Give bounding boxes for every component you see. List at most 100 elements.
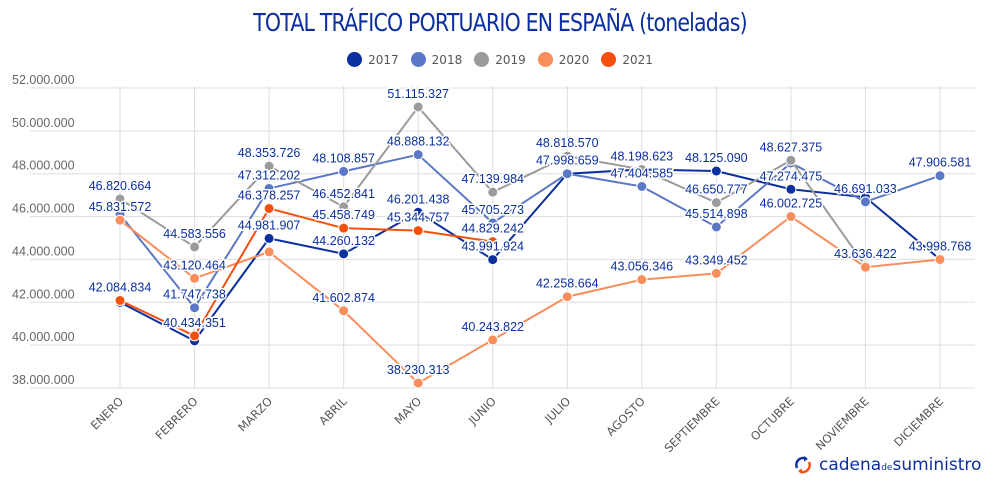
data-point-2017	[785, 183, 797, 195]
legend-marker	[474, 52, 490, 67]
x-tick-label: JUNIO	[465, 394, 499, 428]
data-label-2021: 44.829.242	[461, 222, 524, 236]
data-point-2018	[487, 217, 499, 229]
logo-text-de: de	[881, 463, 893, 473]
data-label-2017: 44.260.132	[312, 234, 375, 248]
data-label-2017: 48.125.090	[685, 151, 748, 165]
data-point-2019	[487, 186, 499, 198]
brand-logo: cadenadesuministro	[793, 455, 981, 475]
legend-label: 2018	[431, 52, 463, 67]
data-point-2021	[338, 222, 350, 234]
data-point-2020	[263, 246, 275, 258]
data-label-2021: 45.458.749	[312, 208, 375, 222]
legend-item-2018[interactable]: 2018	[410, 52, 463, 67]
data-point-2018	[189, 302, 201, 314]
data-label-2019: 47.139.984	[461, 172, 524, 186]
data-point-2020	[785, 211, 797, 223]
legend-item-2020[interactable]: 2020	[537, 52, 590, 67]
y-tick-label: 52.000.000	[12, 73, 75, 87]
data-point-2020	[338, 305, 350, 317]
data-point-2021	[412, 225, 424, 237]
data-label-2017: 47.274.475	[760, 169, 823, 183]
y-tick-label: 40.000.000	[12, 330, 75, 344]
series-line-2018	[119, 153, 941, 310]
series-line-2020	[119, 215, 941, 385]
data-label-2017: 47.998.659	[536, 154, 599, 168]
data-point-2020	[412, 377, 424, 389]
x-tick-label: FEBRERO	[153, 394, 201, 442]
legend-label: 2021	[622, 52, 653, 67]
legend-item-2019[interactable]: 2019	[474, 52, 526, 67]
data-label-2017: 43.991.924	[461, 240, 524, 254]
data-label-2021: 40.434.351	[163, 316, 226, 330]
data-label-2017: 44.981.907	[238, 218, 301, 232]
data-point-2020	[114, 214, 126, 226]
legend-marker	[347, 52, 363, 67]
y-tick-label: 38.000.000	[12, 373, 75, 387]
chart-title: TOTAL TRÁFICO PORTUARIO EN ESPAÑA (tonel…	[253, 8, 747, 37]
data-point-2017	[412, 206, 424, 218]
data-label-2020: 41.602.874	[312, 291, 375, 305]
data-point-2019	[785, 154, 797, 166]
logo-text-suministro: suministro	[892, 455, 982, 475]
data-label-2020: 43.998.768	[909, 239, 972, 253]
data-label-2020: 38.230.313	[387, 363, 450, 377]
data-label-2021: 46.378.257	[238, 188, 301, 202]
data-point-2019	[263, 160, 275, 172]
data-point-2018	[412, 149, 424, 161]
data-point-2019	[412, 101, 424, 113]
x-tick-label: SEPTIEMBRE	[661, 394, 722, 455]
data-point-2020	[859, 261, 871, 273]
y-tick-label: 42.000.000	[12, 287, 75, 301]
data-label-2020: 45.831.572	[89, 200, 152, 214]
data-point-2021	[487, 236, 499, 248]
data-point-2021	[189, 330, 201, 342]
data-point-2017	[487, 254, 499, 266]
data-point-2018	[338, 165, 350, 177]
data-label-2019: 46.650.777	[685, 183, 748, 197]
data-label-2018: 47.906.581	[909, 156, 972, 170]
data-point-2018	[263, 182, 275, 194]
data-point-2020	[934, 253, 946, 265]
data-point-2018	[561, 168, 573, 180]
data-point-2018	[636, 180, 648, 192]
x-tick-label: OCTUBRE	[748, 394, 797, 443]
x-tick-label: DICIEMBRE	[891, 394, 946, 449]
data-label-2019: 44.583.556	[163, 227, 226, 241]
data-point-2017	[710, 165, 722, 177]
data-label-2019: 46.452.841	[312, 187, 375, 201]
legend-item-2017[interactable]: 2017	[347, 52, 399, 67]
logo-text-cadena: cadena	[819, 455, 882, 475]
x-tick-label: JULIO	[541, 394, 573, 426]
data-label-2020: 43.120.464	[163, 258, 226, 272]
data-label-2019: 48.353.726	[238, 146, 301, 160]
y-tick-label: 46.000.000	[12, 202, 75, 216]
data-label-2019: 48.627.375	[760, 140, 823, 154]
data-point-2020	[710, 267, 722, 279]
refresh-arrows-icon	[795, 456, 811, 474]
data-label-2019: 51.115.327	[387, 87, 449, 101]
series-line-2021	[119, 207, 493, 338]
x-tick-label: NOVIEMBRE	[813, 394, 872, 453]
data-point-2021	[114, 294, 126, 306]
legend-label: 2019	[495, 52, 526, 67]
legend-label: 2020	[558, 52, 590, 67]
data-point-2017	[338, 248, 350, 260]
data-label-2019: 48.818.570	[536, 136, 599, 150]
data-point-2020	[561, 291, 573, 303]
data-label-2020: 43.636.422	[834, 247, 897, 261]
legend: 2017 2018 2019 2020 2021	[0, 52, 1000, 67]
legend-item-2021[interactable]: 2021	[601, 52, 653, 67]
data-point-2019	[561, 150, 573, 162]
legend-marker	[601, 52, 617, 67]
data-point-2018	[859, 196, 871, 208]
data-label-2020: 43.349.452	[685, 253, 748, 267]
x-tick-label: ABRIL	[316, 394, 350, 428]
data-point-2020	[487, 334, 499, 346]
data-point-2021	[263, 202, 275, 214]
legend-marker	[537, 52, 553, 67]
data-point-2019	[710, 197, 722, 209]
legend-marker	[410, 52, 426, 67]
data-point-2020	[636, 274, 648, 286]
